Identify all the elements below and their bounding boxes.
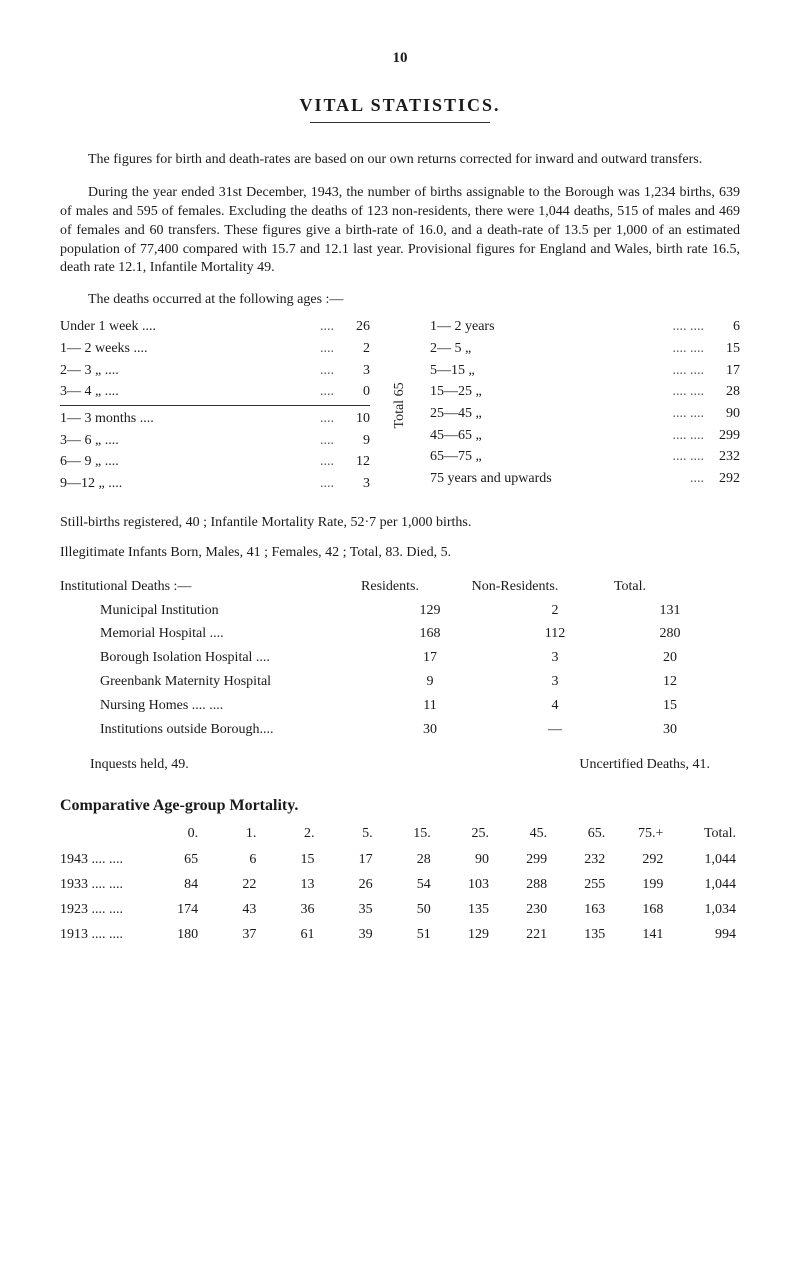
comp-head: 0.	[150, 821, 208, 846]
age-row: 65—75 „.... ....232	[430, 446, 740, 468]
comparative-table: 0. 1. 2. 5. 15. 25. 45. 65. 75.+ Total. …	[60, 821, 740, 947]
inst-row: Borough Isolation Hospital ....17320	[60, 646, 740, 670]
comp-head: 65.	[557, 821, 615, 846]
age-row: 2— 3 „ ........3	[60, 360, 370, 382]
age-row: 3— 6 „ ........9	[60, 430, 370, 452]
main-title: VITAL STATISTICS.	[60, 95, 740, 116]
comp-empty	[60, 821, 150, 846]
age-row: 1— 2 years.... ....6	[430, 316, 740, 338]
comp-head: 25.	[441, 821, 499, 846]
comp-head: Total.	[673, 821, 740, 846]
age-row: 3— 4 „ ........0	[60, 381, 370, 403]
ages-left-column: Under 1 week ........26 1— 2 weeks .....…	[60, 316, 370, 495]
age-row: 1— 2 weeks ........2	[60, 338, 370, 360]
comp-row: 1923 .... ....174433635501352301631681,0…	[60, 897, 740, 922]
inst-row: Nursing Homes .... ....11415	[60, 694, 740, 718]
age-row: 9—12 „ ........3	[60, 473, 370, 495]
age-row: 15—25 „.... ....28	[430, 381, 740, 403]
age-label: Under 1 week ....	[60, 316, 314, 338]
ages-block: Under 1 week ........26 1— 2 weeks .....…	[60, 316, 740, 495]
paragraph-main: During the year ended 31st December, 194…	[60, 184, 740, 278]
comp-head: 45.	[499, 821, 557, 846]
inst-head-nonresidents: Non-Residents.	[440, 575, 590, 599]
comp-row: 1913 .... ....18037613951129221135141994	[60, 922, 740, 947]
age-row: 45—65 „.... ....299	[430, 425, 740, 447]
paragraph-intro: The figures for birth and death-rates ar…	[60, 151, 740, 170]
age-row: 5—15 „.... ....17	[430, 360, 740, 382]
comp-head: 75.+	[615, 821, 673, 846]
stillbirths-line: Still-births registered, 40 ; Infantile …	[60, 515, 740, 531]
inquest-row: Inquests held, 49. Uncertified Deaths, 4…	[60, 757, 740, 773]
inst-row: Memorial Hospital ....168112280	[60, 622, 740, 646]
age-dots: ....	[314, 316, 340, 338]
inst-head-residents: Residents.	[340, 575, 440, 599]
inst-heading-label: Institutional Deaths :—	[60, 575, 340, 599]
comp-row: 1943 .... ....656151728902992322921,044	[60, 847, 740, 872]
inst-head-total: Total.	[590, 575, 670, 599]
institutional-deaths-table: Institutional Deaths :— Residents. Non-R…	[60, 575, 740, 742]
inquests-held: Inquests held, 49.	[90, 757, 189, 773]
age-row: 1— 3 months ........10	[60, 408, 370, 430]
age-divider	[60, 405, 370, 406]
age-row: 75 years and upwards....292	[430, 468, 740, 490]
comp-row: 1933 .... ....84221326541032882551991,04…	[60, 872, 740, 897]
age-value: 26	[340, 316, 370, 338]
inst-row: Institutions outside Borough....30—30	[60, 718, 740, 742]
comparative-title: Comparative Age-group Mortality.	[60, 797, 740, 815]
age-row: 2— 5 „.... ....15	[430, 338, 740, 360]
inst-row: Greenbank Maternity Hospital9312	[60, 670, 740, 694]
title-rule	[310, 122, 490, 123]
brace-text: Total 65	[392, 383, 408, 429]
inst-row: Municipal Institution1292131	[60, 599, 740, 623]
comp-head: 15.	[383, 821, 441, 846]
comp-head: 5.	[324, 821, 382, 846]
age-row: Under 1 week ........26	[60, 316, 370, 338]
illegitimate-line: Illegitimate Infants Born, Males, 41 ; F…	[60, 545, 740, 561]
page-number: 10	[60, 50, 740, 67]
ages-intro: The deaths occurred at the following age…	[60, 292, 740, 308]
age-row: 25—45 „.... ....90	[430, 403, 740, 425]
comp-head: 1.	[208, 821, 266, 846]
institutional-header: Institutional Deaths :— Residents. Non-R…	[60, 575, 740, 599]
comp-head: 2.	[266, 821, 324, 846]
brace-total-label: Total 65	[390, 316, 410, 495]
comp-header-row: 0. 1. 2. 5. 15. 25. 45. 65. 75.+ Total.	[60, 821, 740, 846]
ages-right-column: 1— 2 years.... ....6 2— 5 „.... ....15 5…	[430, 316, 740, 495]
uncertified-deaths: Uncertified Deaths, 41.	[579, 757, 710, 773]
document-page: 10 VITAL STATISTICS. The figures for bir…	[0, 0, 800, 1261]
age-row: 6— 9 „ ........12	[60, 451, 370, 473]
